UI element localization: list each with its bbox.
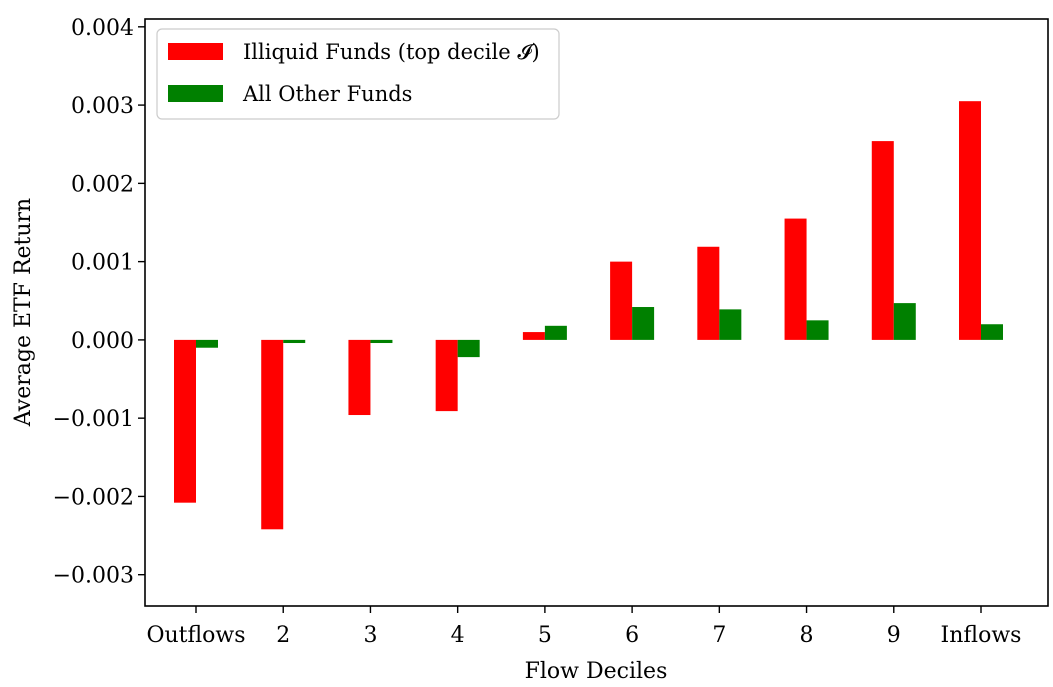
y-tick-label-5: 0.002 [71, 172, 134, 197]
x-tick-label-8: 9 [887, 623, 901, 648]
legend-label-other: All Other Funds [242, 82, 412, 106]
bar-s1-8 [893, 303, 916, 340]
x-tick-label-1: 2 [276, 623, 290, 648]
x-tick-label-7: 8 [800, 623, 814, 648]
x-tick-label-6: 7 [712, 623, 726, 648]
x-tick-label-9: Inflows [941, 623, 1022, 648]
y-tick-label-7: 0.004 [71, 16, 134, 41]
x-tick-label-3: 4 [451, 623, 465, 648]
x-tick-label-0: Outflows [146, 623, 245, 648]
bars-group [174, 101, 1003, 530]
bar-s1-4 [544, 325, 567, 340]
bar-s1-6 [719, 309, 742, 340]
y-tick-label-3: 0.000 [71, 329, 134, 354]
y-axis-title: Average ETF Return [11, 198, 36, 427]
bar-s0-0 [174, 339, 196, 503]
plot-frame [144, 18, 1049, 607]
x-tick-label-2: 3 [363, 623, 377, 648]
legend: Illiquid Funds (top decile 𝓘) All Other … [156, 28, 560, 120]
y-tick-label-1: −0.002 [53, 485, 134, 510]
y-tick-label-0: −0.003 [53, 564, 134, 589]
bar-s0-2 [348, 339, 371, 416]
legend-box [156, 28, 560, 120]
bar-s0-7 [784, 218, 807, 340]
bar-s1-5 [632, 307, 655, 340]
bar-s1-7 [806, 320, 829, 340]
y-tick-label-4: 0.001 [71, 251, 134, 276]
bar-s0-5 [610, 261, 633, 340]
bar-s0-9 [959, 101, 981, 340]
x-tick-label-5: 6 [625, 623, 639, 648]
y-tick-label-6: 0.003 [71, 94, 134, 119]
bar-s1-0 [196, 339, 218, 348]
bar-s1-1 [283, 339, 306, 344]
y-axis: −0.003 −0.002 −0.001 0.000 0.001 0.002 0.003 0.… [53, 16, 145, 589]
x-axis-title: Flow Deciles [525, 659, 668, 684]
bar-s0-4 [522, 332, 545, 340]
legend-label-illiquid: Illiquid Funds (top decile 𝓘) [243, 40, 540, 64]
x-axis: Outflows 2 3 4 5 6 7 8 9 Inflows [146, 606, 1021, 648]
bar-s0-3 [435, 339, 458, 412]
y-tick-label-2: −0.001 [53, 407, 134, 432]
bar-s0-6 [697, 246, 720, 340]
bar-s1-9 [981, 324, 1003, 340]
legend-swatch-other [168, 85, 223, 102]
x-tick-label-4: 5 [538, 623, 552, 648]
bar-s0-1 [261, 339, 284, 530]
bar-s1-2 [370, 339, 393, 344]
legend-swatch-illiquid [168, 43, 223, 60]
bar-s0-8 [871, 141, 894, 340]
bar-s1-3 [457, 339, 480, 358]
